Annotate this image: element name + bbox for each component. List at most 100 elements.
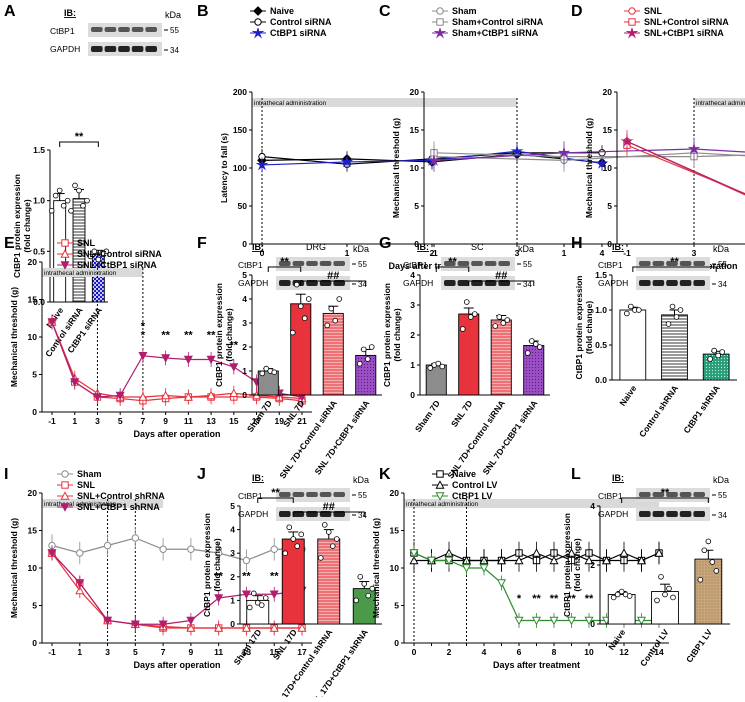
data-point xyxy=(214,549,223,557)
data-point xyxy=(290,536,297,542)
legend-marker xyxy=(628,7,636,15)
mw-34-label: 34 xyxy=(170,46,179,55)
legend-marker xyxy=(254,18,262,26)
data-point xyxy=(262,595,269,601)
y-tick-label: 5 xyxy=(607,201,612,211)
significance-label: ** xyxy=(550,593,559,605)
series-line xyxy=(51,552,303,625)
data-point xyxy=(536,344,543,350)
data-point xyxy=(444,556,454,566)
ctbp1-band xyxy=(145,27,157,32)
data-point xyxy=(250,590,257,597)
y-tick-label: 2 xyxy=(410,330,415,340)
y-tick-label: 2 xyxy=(242,342,247,352)
panel-letter: H xyxy=(571,235,583,252)
data-point xyxy=(353,597,360,604)
data-point xyxy=(614,591,621,598)
panel-L: L IB: kDa CtBP1 GAPDH 55 34 0 2 4 CtBP1 protein ex… xyxy=(562,466,730,668)
y-tick-label: 10 xyxy=(410,163,420,173)
kda-label: kDa xyxy=(713,475,729,485)
data-point xyxy=(514,616,524,626)
legend-label: SNL+CtBP1 shRNA xyxy=(77,502,160,512)
mw-34-label: 34 xyxy=(523,280,532,289)
y-tick-label: 1.5 xyxy=(595,270,607,280)
bar xyxy=(490,319,512,396)
data-point xyxy=(665,321,672,327)
legend-label: SNL+Control siRNA xyxy=(77,249,162,259)
y-tick-label: 0 xyxy=(242,239,247,249)
legend-label: Control LV xyxy=(452,480,497,490)
panel-A: A IB: kDa CtBP1 GAPDH 55 34 0.0 0.5 1.0 1.5 CtBP1 p… xyxy=(4,3,181,359)
gapdh-band xyxy=(457,280,470,286)
data-point xyxy=(138,392,148,401)
legend-label: SNL xyxy=(77,238,96,248)
data-point xyxy=(258,602,265,608)
gapdh-blot-label: GAPDH xyxy=(598,278,628,288)
x-tick-label: 7 xyxy=(141,416,146,426)
x-tick-label: Sham 17D xyxy=(232,627,264,666)
data-point xyxy=(80,202,86,209)
blot-tissue-label: SC xyxy=(471,242,484,252)
gapdh-band xyxy=(679,511,692,517)
ib-label: IB: xyxy=(252,473,264,483)
data-point xyxy=(289,329,296,336)
x-tick-label: 2 xyxy=(430,248,435,258)
ctbp1-band xyxy=(292,492,305,497)
data-point xyxy=(130,620,140,630)
x-tick-label: Sham 7D xyxy=(413,398,442,434)
x-tick-label: 9 xyxy=(189,647,194,657)
data-point xyxy=(426,556,437,566)
gapdh-band xyxy=(279,280,291,286)
gapdh-band xyxy=(679,280,692,286)
data-point xyxy=(549,555,559,565)
legend-marker xyxy=(436,470,444,478)
legend-marker xyxy=(628,18,636,26)
ib-label: IB: xyxy=(252,242,264,252)
data-point xyxy=(510,146,524,157)
gapdh-band xyxy=(639,280,651,286)
x-tick-label: 2 xyxy=(447,647,452,657)
mw-55-label: 55 xyxy=(718,260,727,269)
significance-label: ** xyxy=(670,256,679,268)
gapdh-blot-label: GAPDH xyxy=(238,278,268,288)
significance-label: ** xyxy=(214,570,223,582)
legend-label: SNL xyxy=(77,480,96,490)
gapdh-band xyxy=(131,46,144,52)
y-axis-title: CtBP1 protein expression(fold change) xyxy=(562,513,582,617)
significance-label: ** xyxy=(207,330,216,342)
data-point xyxy=(206,355,216,365)
legend-marker xyxy=(625,28,639,39)
gapdh-band xyxy=(652,511,665,517)
x-tick-label: 0 xyxy=(260,248,265,258)
data-point xyxy=(214,623,224,632)
x-tick-label: -1 xyxy=(430,248,438,258)
data-point xyxy=(711,347,717,354)
data-point xyxy=(72,182,78,189)
y-tick-label: 5 xyxy=(242,270,247,280)
data-point xyxy=(492,323,499,329)
x-tick-label: -1 xyxy=(48,416,56,426)
data-point xyxy=(269,590,279,600)
data-point xyxy=(293,281,300,288)
y-tick-label: 15 xyxy=(28,295,38,305)
gapdh-band xyxy=(666,280,678,286)
data-point xyxy=(229,388,239,397)
data-point xyxy=(524,350,531,356)
mw-55-label: 55 xyxy=(718,491,727,500)
data-point xyxy=(317,555,324,561)
ib-label: IB: xyxy=(612,473,624,483)
x-tick-label: 13 xyxy=(242,647,252,657)
significance-label: ** xyxy=(532,593,541,605)
legend-label: CtBP1 LV xyxy=(452,491,492,501)
kda-label: kDa xyxy=(353,475,369,485)
y-axis-title: Mechanical threshold (g) xyxy=(391,118,401,218)
ctbp1-blot-label: CtBP1 xyxy=(598,260,623,270)
x-tick-label: Naive xyxy=(617,383,638,408)
y-tick-label: 4 xyxy=(410,270,415,280)
significance-label: * xyxy=(517,593,522,605)
x-tick-label: CtBP1 shRNA xyxy=(681,383,721,435)
data-point xyxy=(677,307,684,313)
